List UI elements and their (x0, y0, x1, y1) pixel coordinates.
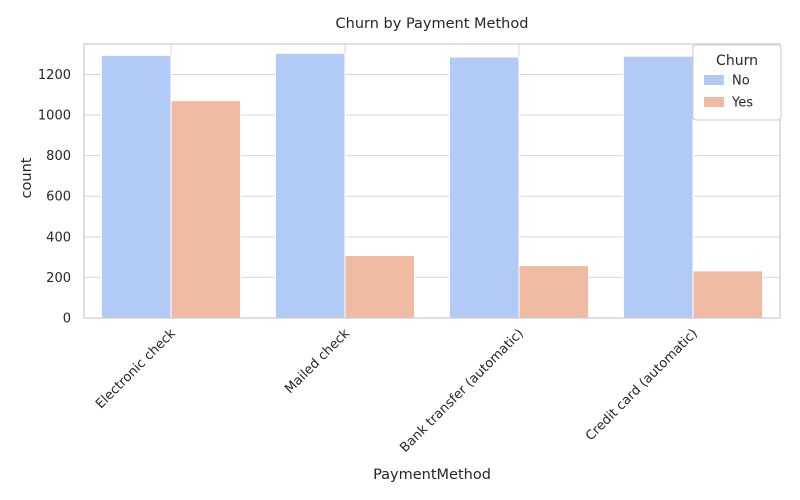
y-tick-label: 800 (46, 149, 71, 164)
bar-no-2 (448, 56, 520, 319)
legend-swatch-no (704, 75, 724, 85)
legend: Churn No Yes (692, 44, 782, 121)
y-ticks: 0 200 400 600 800 1000 1200 (38, 68, 71, 327)
chart-title: Churn by Payment Method (336, 16, 529, 32)
y-tick-label: 200 (46, 271, 71, 286)
y-tick-label: 600 (46, 190, 71, 205)
bar-yes-0 (170, 100, 242, 319)
y-tick-label: 1000 (38, 109, 71, 124)
x-axis-label: PaymentMethod (373, 467, 491, 483)
bar-no-0 (100, 54, 172, 319)
legend-label-no: No (732, 74, 750, 89)
bar-no-1 (274, 52, 346, 319)
bar-no-3 (622, 55, 694, 319)
y-tick-label: 400 (46, 230, 71, 245)
legend-title: Churn (716, 53, 758, 69)
bar-yes-2 (518, 265, 590, 319)
legend-label-yes: Yes (731, 96, 753, 111)
bar-yes-3 (692, 270, 764, 319)
legend-swatch-yes (704, 97, 724, 107)
legend-items: No Yes (704, 74, 753, 111)
y-tick-label: 0 (63, 312, 71, 327)
y-tick-label: 1200 (38, 68, 71, 83)
bar-yes-1 (344, 254, 416, 319)
plot-frame (83, 43, 781, 319)
y-axis-label: count (19, 157, 35, 198)
bars (100, 52, 764, 319)
